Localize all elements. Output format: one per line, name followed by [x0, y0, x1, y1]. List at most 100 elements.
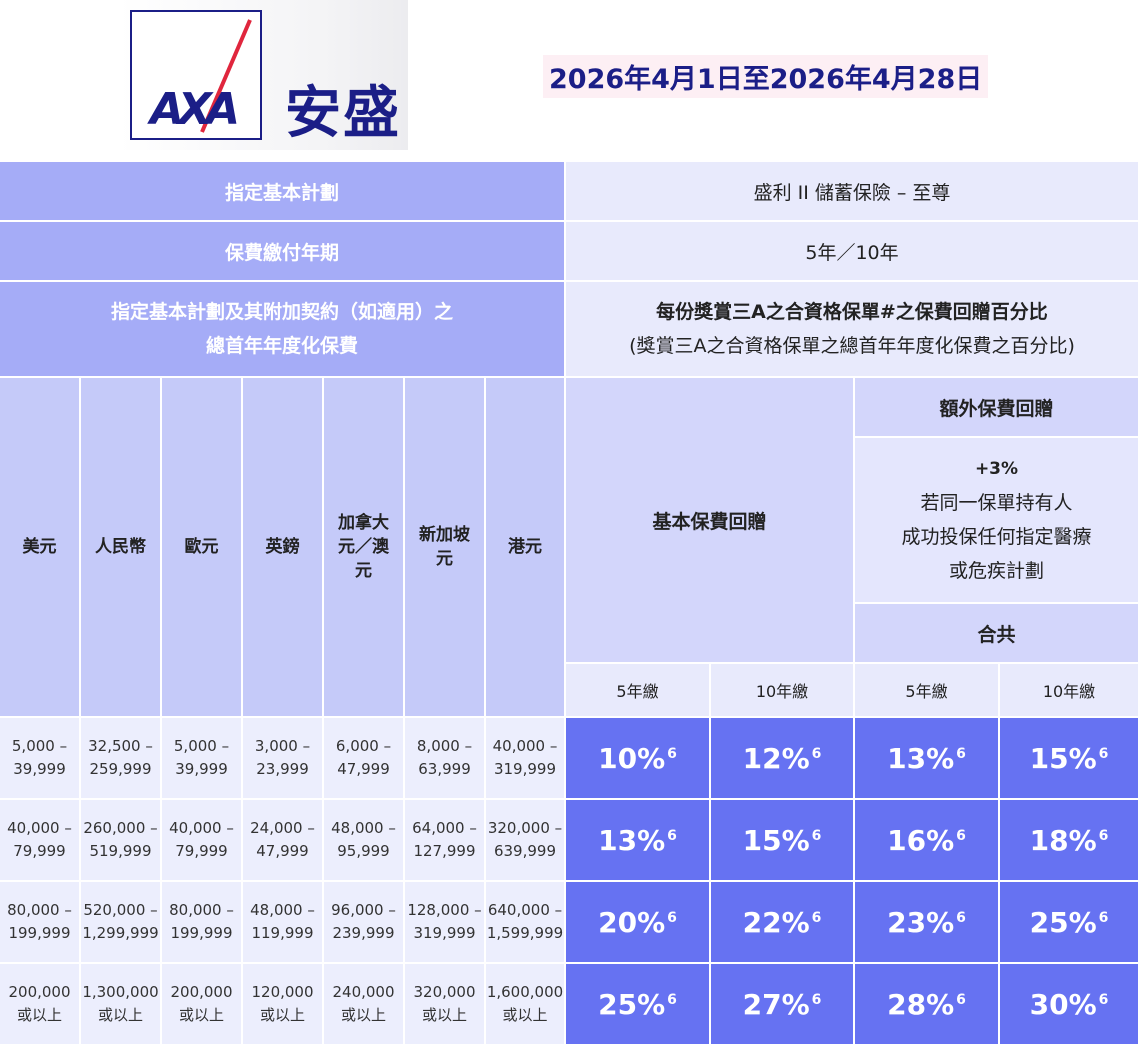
rate-value: 18% — [1029, 823, 1097, 857]
extra-rebate-line-2: 成功投保任何指定醫療 — [901, 526, 1092, 548]
year-col-basic-5: 5年繳 — [566, 664, 711, 718]
rate-cell: 28% 6 — [855, 964, 1000, 1046]
rate-cell: 16% 6 — [855, 800, 1000, 882]
footnote-mark: 6 — [811, 746, 822, 762]
band-cell: 96,000 – 239,999 — [324, 882, 405, 964]
band-cell: 64,000 – 127,999 — [405, 800, 486, 882]
extra-rebate-detail: +3% 若同一保單持有人 成功投保任何指定醫療 或危疾計劃 — [855, 438, 1140, 604]
rate-cell: 15% 6 — [711, 800, 855, 882]
band-cell: 40,000 – 79,999 — [162, 800, 243, 882]
rate-cell: 15% 6 — [1000, 718, 1140, 800]
logo-text: AXA — [150, 84, 240, 135]
rate-value: 30% — [1029, 987, 1097, 1021]
footnote-mark: 6 — [1098, 992, 1109, 1008]
rate-value: 12% — [742, 741, 810, 775]
year-col-basic-10: 10年繳 — [711, 664, 855, 718]
rate-cell: 27% 6 — [711, 964, 855, 1046]
band-cell: 200,000 或以上 — [162, 964, 243, 1046]
rebate-title-line-2: (獎賞三A之合資格保單之總首年年度化保費之百分比) — [629, 335, 1075, 357]
basic-rebate-header: 基本保費回贈 — [566, 378, 855, 664]
footnote-mark: 6 — [956, 746, 966, 762]
footnote-mark: 6 — [1098, 910, 1109, 926]
rate-value: 10% — [598, 741, 666, 775]
band-cell: 48,000 – 95,999 — [324, 800, 405, 882]
band-cell: 40,000 – 319,999 — [486, 718, 566, 800]
rate-cell: 13% 6 — [566, 800, 711, 882]
footnote-mark: 6 — [956, 828, 966, 844]
footnote-mark: 6 — [811, 992, 822, 1008]
band-cell: 40,000 – 79,999 — [0, 800, 81, 882]
rate-cell: 30% 6 — [1000, 964, 1140, 1046]
band-cell: 3,000 – 23,999 — [243, 718, 324, 800]
footnote-mark: 6 — [667, 992, 677, 1008]
brand-name: 安盛 — [285, 81, 401, 146]
footnote-mark: 6 — [811, 828, 822, 844]
extra-rebate-line-3: 或危疾計劃 — [948, 560, 1044, 582]
currency-cad-aud: 加拿大元／澳元 — [324, 378, 405, 718]
band-cell: 48,000 – 119,999 — [243, 882, 324, 964]
premium-label-line-1: 指定基本計劃及其附加契約（如適用）之 — [110, 301, 453, 323]
extra-rebate-line-1: 若同一保單持有人 — [920, 492, 1073, 514]
year-col-total-10: 10年繳 — [1000, 664, 1140, 718]
currency-sgd: 新加坡元 — [405, 378, 486, 718]
rate-value: 25% — [598, 987, 666, 1021]
band-cell: 200,000 或以上 — [0, 964, 81, 1046]
rate-cell: 20% 6 — [566, 882, 711, 964]
extra-rebate-plus: +3% — [974, 459, 1019, 479]
rate-value: 13% — [598, 823, 666, 857]
term-value: 5年／10年 — [566, 222, 1140, 282]
rate-cell: 13% 6 — [855, 718, 1000, 800]
rate-value: 27% — [742, 987, 810, 1021]
total-header: 合共 — [855, 604, 1140, 664]
band-cell: 5,000 – 39,999 — [0, 718, 81, 800]
band-cell: 320,000 – 639,999 — [486, 800, 566, 882]
footnote-mark: 6 — [1098, 828, 1109, 844]
rate-value: 15% — [742, 823, 810, 857]
currency-hkd: 港元 — [486, 378, 566, 718]
rate-cell: 10% 6 — [566, 718, 711, 800]
rebate-title-line-1: 每份獎賞三A之合資格保單#之保費回贈百分比 — [656, 301, 1048, 323]
rebate-title: 每份獎賞三A之合資格保單#之保費回贈百分比 (獎賞三A之合資格保單之總首年年度化… — [566, 282, 1140, 378]
rate-value: 28% — [887, 987, 955, 1021]
currency-gbp: 英鎊 — [243, 378, 324, 718]
rate-cell: 22% 6 — [711, 882, 855, 964]
rate-cell: 25% 6 — [1000, 882, 1140, 964]
band-cell: 80,000 – 199,999 — [0, 882, 81, 964]
rate-cell: 12% 6 — [711, 718, 855, 800]
rate-cell: 23% 6 — [855, 882, 1000, 964]
band-cell: 240,000 或以上 — [324, 964, 405, 1046]
premium-label: 指定基本計劃及其附加契約（如適用）之 總首年年度化保費 — [0, 282, 566, 378]
band-cell: 320,000 或以上 — [405, 964, 486, 1046]
band-cell: 5,000 – 39,999 — [162, 718, 243, 800]
footnote-mark: 6 — [667, 746, 677, 762]
rate-cell: 25% 6 — [566, 964, 711, 1046]
band-cell: 80,000 – 199,999 — [162, 882, 243, 964]
band-cell: 24,000 – 47,999 — [243, 800, 324, 882]
rate-value: 20% — [598, 905, 666, 939]
footnote-mark: 6 — [956, 910, 966, 926]
band-cell: 32,500 – 259,999 — [81, 718, 162, 800]
band-cell: 128,000 – 319,999 — [405, 882, 486, 964]
extra-rebate-header: 額外保費回贈 — [855, 378, 1140, 438]
currency-eur: 歐元 — [162, 378, 243, 718]
axa-logo-slash-icon — [200, 19, 252, 133]
plan-value: 盛利 II 儲蓄保險 – 至尊 — [566, 162, 1140, 222]
footnote-mark: 6 — [811, 910, 822, 926]
rate-value: 23% — [887, 905, 955, 939]
rate-value: 15% — [1029, 741, 1097, 775]
premium-label-line-2: 總首年年度化保費 — [205, 335, 358, 357]
footnote-mark: 6 — [956, 992, 966, 1008]
axa-logo: AXA — [130, 10, 262, 140]
band-cell: 1,300,000 或以上 — [81, 964, 162, 1046]
rate-value: 22% — [742, 905, 810, 939]
band-cell: 1,600,000 或以上 — [486, 964, 566, 1046]
rate-value: 13% — [887, 741, 955, 775]
rate-value: 25% — [1029, 905, 1097, 939]
currency-usd: 美元 — [0, 378, 81, 718]
term-label: 保費繳付年期 — [0, 222, 566, 282]
year-col-total-5: 5年繳 — [855, 664, 1000, 718]
band-cell: 260,000 – 519,999 — [81, 800, 162, 882]
promotion-date: 2026年4月1日至2026年4月28日 — [543, 55, 989, 98]
band-cell: 6,000 – 47,999 — [324, 718, 405, 800]
footnote-mark: 6 — [667, 828, 677, 844]
